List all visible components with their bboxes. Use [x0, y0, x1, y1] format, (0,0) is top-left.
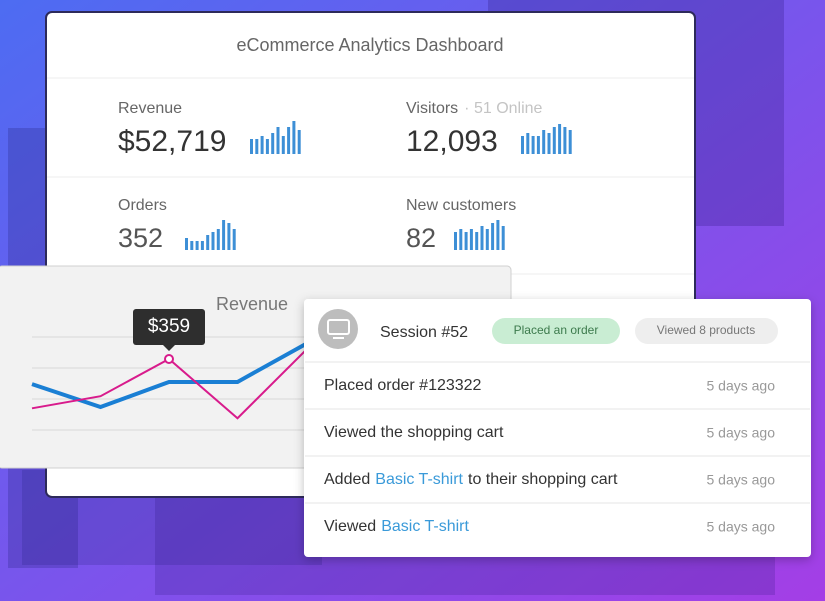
row-time: 5 days ago — [707, 378, 776, 394]
spark-bar — [563, 127, 567, 154]
spark-bar — [232, 229, 236, 250]
monitor-icon — [327, 319, 350, 335]
spark-bar — [459, 229, 463, 250]
metric-label-text: Revenue — [118, 100, 182, 117]
row-text: Placed order #123322 — [324, 377, 482, 394]
spark-bar — [454, 232, 457, 250]
row-time: 5 days ago — [707, 425, 776, 441]
row-text-part: Added — [324, 471, 370, 488]
metric-value: $52,719 — [118, 125, 226, 158]
metric-label-text: Orders — [118, 197, 167, 214]
row-time: 5 days ago — [707, 472, 776, 488]
spark-bar — [531, 136, 535, 154]
spark-bar — [480, 226, 484, 250]
spark-bar — [491, 223, 495, 250]
spark-bar — [211, 232, 215, 250]
row-text-part: Viewed — [324, 518, 376, 535]
row-text: Viewed the shopping cart — [324, 424, 504, 441]
spark-bar — [250, 139, 253, 154]
row-text: Added Basic T-shirt to their shopping cart — [324, 471, 618, 488]
spark-bar — [255, 139, 259, 154]
spark-bar — [281, 136, 285, 154]
spark-bar — [536, 136, 540, 154]
metric-label: Visitors · 51 Online — [406, 100, 543, 117]
metric-label: Orders — [118, 197, 167, 214]
tooltip-arrow — [163, 345, 175, 352]
metric-value: 82 — [406, 223, 436, 253]
spark-bar — [276, 127, 280, 154]
spark-bar — [521, 136, 524, 154]
spark-bar — [260, 136, 264, 154]
spark-bar — [297, 130, 301, 154]
metric-label-text: Visitors — [406, 100, 458, 117]
badge — [635, 318, 778, 344]
dashboard-title: eCommerce Analytics Dashboard — [236, 35, 503, 55]
metric-note: · 51 Online — [464, 100, 542, 117]
tooltip-text: $359 — [148, 316, 190, 337]
spark-bar — [190, 241, 194, 250]
spark-bar — [547, 133, 551, 154]
metric-value: 352 — [118, 223, 163, 253]
spark-bar — [227, 223, 231, 250]
spark-bar — [195, 241, 199, 250]
spark-bar — [501, 226, 505, 250]
session-title: Session #52 — [380, 324, 468, 341]
badge — [492, 318, 620, 344]
spark-bar — [526, 133, 530, 154]
row-link: Basic T-shirt — [375, 471, 463, 488]
row-text-part: to their shopping cart — [468, 471, 618, 488]
spark-bar — [558, 124, 562, 154]
chart-title: Revenue — [216, 294, 288, 314]
badge-text: Viewed 8 products — [657, 323, 756, 337]
spark-bar — [287, 127, 291, 154]
spark-bar — [292, 121, 296, 154]
point-marker — [164, 354, 174, 365]
spark-bar — [185, 238, 188, 250]
session-icon — [318, 309, 358, 349]
row-text: Viewed Basic T-shirt — [324, 518, 469, 535]
spark-bar — [216, 229, 220, 250]
row-text-part: Placed order #123322 — [324, 377, 482, 394]
spark-bar — [469, 229, 473, 250]
session-card: Session #52 Placed an order Viewed 8 pro… — [304, 299, 811, 557]
spark-bar — [222, 220, 226, 250]
spark-bar — [265, 139, 269, 154]
spark-bar — [552, 127, 556, 154]
card-bg — [304, 299, 811, 557]
row-time: 5 days ago — [707, 519, 776, 535]
metric-label-text: New customers — [406, 197, 516, 214]
metric-value: 12,093 — [406, 125, 498, 158]
row-link: Basic T-shirt — [381, 518, 469, 535]
spark-bar — [200, 241, 204, 250]
spark-bar — [496, 220, 500, 250]
row-text-part: Viewed the shopping cart — [324, 424, 504, 441]
spark-bar — [542, 130, 546, 154]
spark-bar — [464, 232, 468, 250]
tooltip-bg — [133, 309, 205, 346]
metric-label: New customers — [406, 197, 516, 214]
spark-bar — [485, 229, 489, 250]
spark-bar — [568, 130, 572, 154]
metric-label: Revenue — [118, 100, 182, 117]
spark-bar — [206, 235, 210, 250]
spark-bar — [475, 232, 479, 250]
badge-text: Placed an order — [514, 323, 599, 337]
spark-bar — [271, 133, 275, 154]
